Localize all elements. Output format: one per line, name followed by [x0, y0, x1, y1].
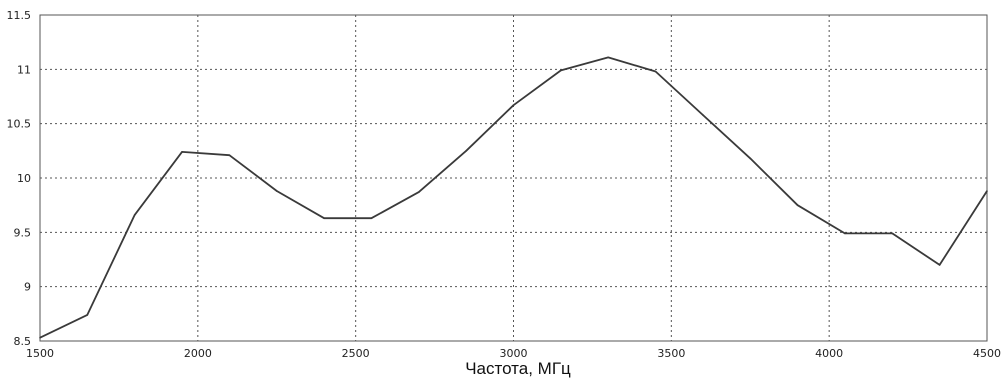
series-group [39, 56, 988, 339]
data-point [370, 217, 373, 220]
data-point [512, 104, 515, 106]
y-tick-label: 10 [17, 172, 31, 185]
plot-area-frame [39, 14, 988, 342]
x-tick-label: 2500 [342, 347, 370, 360]
x-tick-label: 2000 [184, 347, 212, 360]
x-axis-ticks: 1500 2000 2500 3000 3500 4000 4500 [26, 347, 1001, 360]
data-point [891, 232, 894, 235]
y-tick-label: 8.5 [14, 335, 32, 348]
data-point [938, 264, 941, 266]
data-point [749, 157, 752, 160]
data-point [133, 214, 136, 216]
y-tick-label: 11 [17, 63, 31, 76]
data-point [702, 114, 704, 116]
data-point [654, 70, 657, 73]
x-tick-label: 3000 [500, 347, 528, 360]
data-point [796, 204, 799, 206]
grid [40, 15, 987, 341]
x-tick-label: 1500 [26, 347, 54, 360]
x-axis-label: Частота, МГц [465, 359, 571, 378]
data-point [986, 190, 988, 192]
y-axis-ticks: 8.5 9 9.5 10 10.5 11 11.5 [7, 9, 32, 348]
y-tick-label: 11.5 [7, 9, 32, 22]
y-tick-label: 9.5 [14, 226, 32, 239]
data-point [418, 191, 420, 193]
data-point [607, 56, 609, 59]
x-tick-label: 4000 [815, 347, 843, 360]
x-tick-label: 4500 [973, 347, 1001, 360]
data-point [323, 217, 325, 220]
data-point [86, 314, 89, 316]
data-point [228, 154, 231, 156]
data-point [465, 150, 467, 152]
y-tick-label: 9 [24, 281, 31, 294]
data-point [181, 151, 183, 153]
data-point [560, 69, 562, 72]
data-point [39, 336, 41, 339]
data-point [844, 232, 846, 235]
y-tick-label: 10.5 [7, 118, 32, 131]
data-point [275, 190, 278, 192]
x-tick-label: 3500 [657, 347, 685, 360]
